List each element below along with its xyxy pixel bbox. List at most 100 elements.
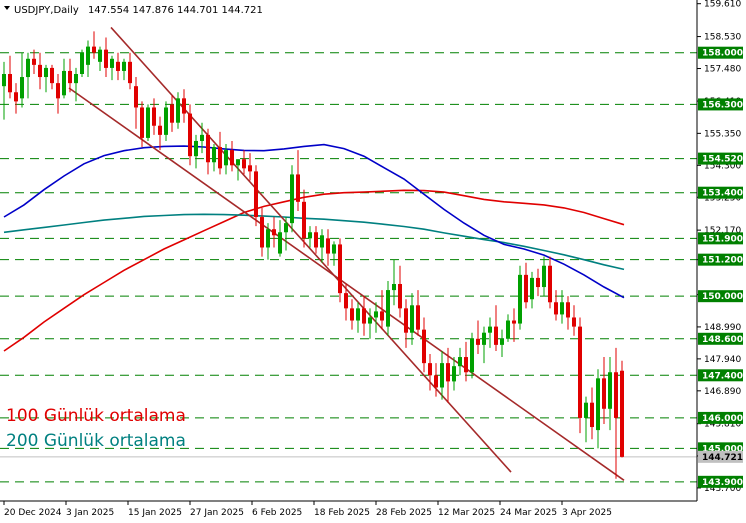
candle-body-90 xyxy=(542,265,546,288)
candle-body-18 xyxy=(110,58,114,68)
candle-body-39 xyxy=(236,159,240,166)
x-tick-label-7: 12 Mar 2025 xyxy=(438,508,495,518)
level-label-4: 151.900 xyxy=(702,234,743,244)
candle-body-4 xyxy=(26,58,30,78)
candle-body-0 xyxy=(2,74,6,87)
candle-body-61 xyxy=(368,317,372,324)
candle-body-51 xyxy=(308,232,312,239)
candle-body-30 xyxy=(182,98,186,114)
level-tag-1 xyxy=(698,98,743,111)
candle-body-55 xyxy=(332,244,336,254)
candle-body-34 xyxy=(206,134,210,163)
candle-body-43 xyxy=(260,217,264,248)
candle-body-103 xyxy=(620,370,624,457)
candle-body-102 xyxy=(614,372,618,418)
candle-body-65 xyxy=(392,284,396,291)
candle-body-98 xyxy=(590,402,594,428)
candle-body-72 xyxy=(434,375,438,388)
candle-body-80 xyxy=(482,332,486,345)
y-tick-label-15: 143.700 xyxy=(704,484,741,494)
level-label-3: 153.400 xyxy=(702,189,743,199)
level-tag-3 xyxy=(698,186,743,199)
candle-body-24 xyxy=(146,107,150,138)
candle-body-76 xyxy=(458,357,462,367)
collapse-triangle-icon[interactable] xyxy=(4,6,10,10)
moving-averages xyxy=(3,143,625,352)
y-tick-label-11: 147.940 xyxy=(704,355,741,365)
y-tick-label-4: 155.350 xyxy=(704,129,741,139)
candle-body-101 xyxy=(608,372,612,409)
candle-body-83 xyxy=(500,338,504,345)
candle-body-41 xyxy=(248,165,252,172)
x-tick-label-8: 24 Mar 2025 xyxy=(500,508,557,518)
level-label-7: 148.600 xyxy=(702,335,743,345)
candle-body-38 xyxy=(230,150,234,166)
level-label-11: 143.900 xyxy=(702,478,743,488)
x-tick-label-9: 3 Apr 2025 xyxy=(562,508,612,518)
candle-body-8 xyxy=(50,67,54,84)
candle-body-77 xyxy=(464,357,468,373)
candle-body-3 xyxy=(20,77,24,99)
y-tick-label-5: 154.300 xyxy=(704,161,741,171)
candle-body-88 xyxy=(530,277,534,300)
y-tick-label-10: 148.990 xyxy=(704,323,741,333)
candle-body-92 xyxy=(554,302,558,315)
ohlc-values: 147.554 147.876 144.701 144.721 xyxy=(88,5,263,16)
ma-line-0 xyxy=(3,189,625,352)
chart-header: USDJPY,Daily 147.554 147.876 144.701 144… xyxy=(4,5,263,16)
candle-body-40 xyxy=(242,159,246,169)
level-tag-0 xyxy=(698,46,743,59)
candles xyxy=(2,31,624,479)
candle-body-74 xyxy=(446,363,450,382)
candle-body-81 xyxy=(488,326,492,333)
candle-body-32 xyxy=(194,140,198,157)
candle-body-48 xyxy=(290,174,294,224)
candle-body-9 xyxy=(56,83,60,99)
candle-body-16 xyxy=(98,49,102,62)
candle-body-22 xyxy=(134,86,138,108)
candle-body-57 xyxy=(344,293,348,309)
candle-body-23 xyxy=(140,107,144,138)
level-label-9: 146.000 xyxy=(702,414,743,424)
candle-body-7 xyxy=(44,67,48,78)
candle-body-25 xyxy=(152,107,156,126)
x-tick-label-1: 3 Jan 2025 xyxy=(66,508,114,518)
candle-body-49 xyxy=(296,174,300,202)
candle-body-70 xyxy=(422,329,426,364)
y-tick-label-12: 146.890 xyxy=(704,387,741,397)
ma-line-2 xyxy=(3,143,625,299)
candle-body-93 xyxy=(560,302,564,315)
x-tick-label-5: 18 Feb 2025 xyxy=(314,508,370,518)
candle-body-59 xyxy=(356,308,360,321)
candle-body-1 xyxy=(8,74,12,93)
candle-body-58 xyxy=(350,308,354,321)
candle-body-96 xyxy=(578,326,582,418)
candle-body-91 xyxy=(548,265,552,303)
current-price-tag xyxy=(698,450,743,463)
candle-body-10 xyxy=(62,70,66,96)
level-tag-5 xyxy=(698,253,743,266)
candle-body-28 xyxy=(170,104,174,123)
candle-body-67 xyxy=(404,308,408,333)
candle-body-6 xyxy=(38,64,42,78)
ma200-legend: 200 Günlük ortalama xyxy=(6,431,186,451)
candle-body-73 xyxy=(440,363,444,388)
level-label-6: 150.000 xyxy=(702,292,743,302)
candle-body-33 xyxy=(200,134,204,141)
candle-body-53 xyxy=(320,235,324,248)
candle-body-68 xyxy=(410,305,414,333)
y-tick-label-1: 158.530 xyxy=(704,33,741,43)
level-tag-4 xyxy=(698,232,743,245)
candle-body-44 xyxy=(266,229,270,248)
candle-body-64 xyxy=(386,290,390,327)
level-label-2: 154.520 xyxy=(702,155,743,165)
candle-body-63 xyxy=(380,311,384,321)
candle-body-66 xyxy=(398,284,402,309)
candle-body-95 xyxy=(572,317,576,327)
y-tick-label-7: 152.170 xyxy=(704,226,741,236)
candle-body-99 xyxy=(596,378,600,431)
candle-body-26 xyxy=(158,125,162,135)
y-tick-label-13: 145.810 xyxy=(704,420,741,430)
candle-body-37 xyxy=(224,150,228,166)
y-tick-label-0: 159.610 xyxy=(704,0,741,10)
